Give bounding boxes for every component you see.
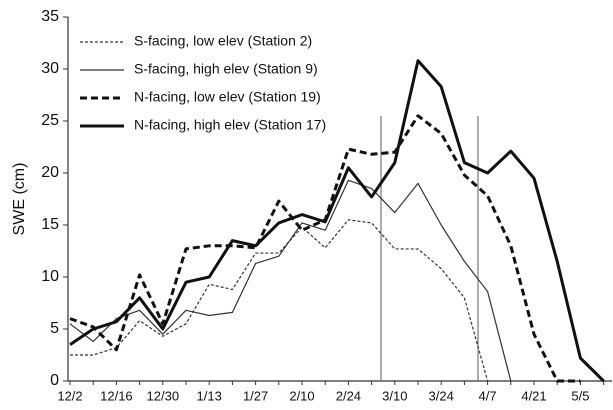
legend-label: N-facing, low elev (Station 19) (134, 89, 321, 105)
x-tick-label: 3/24 (429, 388, 454, 403)
y-tick-label: 10 (41, 268, 59, 285)
x-tick-label: 12/30 (147, 388, 180, 403)
y-axis-label: SWE (cm) (11, 163, 28, 236)
x-tick-label: 12/16 (100, 388, 133, 403)
y-tick-label: 25 (41, 112, 59, 129)
x-tick-label: 3/10 (382, 388, 407, 403)
series-line (69, 179, 512, 382)
y-tick-label: 20 (41, 164, 59, 181)
x-tick-label: 2/10 (289, 388, 314, 403)
x-tick-label: 4/21 (521, 388, 546, 403)
y-tick-label: 15 (41, 216, 59, 233)
series-line (69, 59, 605, 383)
legend-label: S-facing, high elev (Station 9) (134, 61, 318, 77)
series-line (70, 219, 489, 382)
series-line (69, 114, 581, 383)
x-tick-label: 2/24 (336, 388, 361, 403)
y-tick-label: 30 (41, 60, 59, 77)
x-tick-label: 1/13 (197, 388, 222, 403)
x-tick-label: 5/5 (571, 388, 589, 403)
legend-label: N-facing, high elev (Station 17) (134, 117, 326, 133)
legend-label: S-facing, low elev (Station 2) (134, 33, 312, 49)
y-tick-label: 0 (50, 372, 59, 389)
x-tick-label: 12/2 (57, 388, 82, 403)
x-tick-label: 4/7 (479, 388, 497, 403)
y-tick-label: 35 (41, 8, 59, 25)
x-tick-label: 1/27 (243, 388, 268, 403)
y-tick-label: 5 (50, 320, 59, 337)
